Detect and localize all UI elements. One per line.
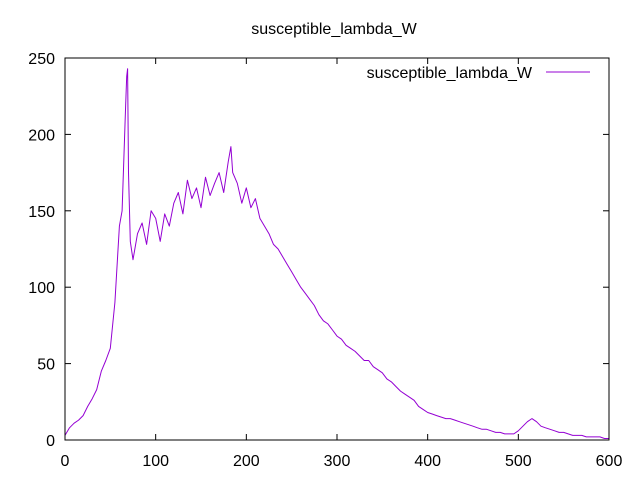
x-tick-label: 200 (233, 453, 260, 470)
axis-ticks: 0 100 200 300 400 500 600 0 50 100 150 200 250 (28, 51, 622, 470)
y-tick-label: 50 (37, 357, 55, 374)
plot-frame (64, 57, 610, 441)
x-tick-label: 300 (324, 453, 351, 470)
y-tick-label: 250 (28, 51, 55, 68)
x-tick-label: 500 (505, 453, 532, 470)
legend: susceptible_lambda_W (367, 65, 590, 82)
x-tick-label: 0 (61, 453, 70, 470)
x-tick-label: 100 (142, 453, 169, 470)
y-tick-label: 100 (28, 280, 55, 297)
y-tick-label: 150 (28, 204, 55, 221)
series-line-0 (64, 68, 609, 439)
legend-label: susceptible_lambda_W (367, 65, 533, 82)
series-layer (64, 68, 609, 439)
y-tick-label: 200 (28, 127, 55, 144)
chart-title: susceptible_lambda_W (251, 21, 417, 38)
y-tick-label: 0 (46, 433, 55, 450)
x-tick-label: 600 (596, 453, 623, 470)
x-tick-label: 400 (414, 453, 441, 470)
